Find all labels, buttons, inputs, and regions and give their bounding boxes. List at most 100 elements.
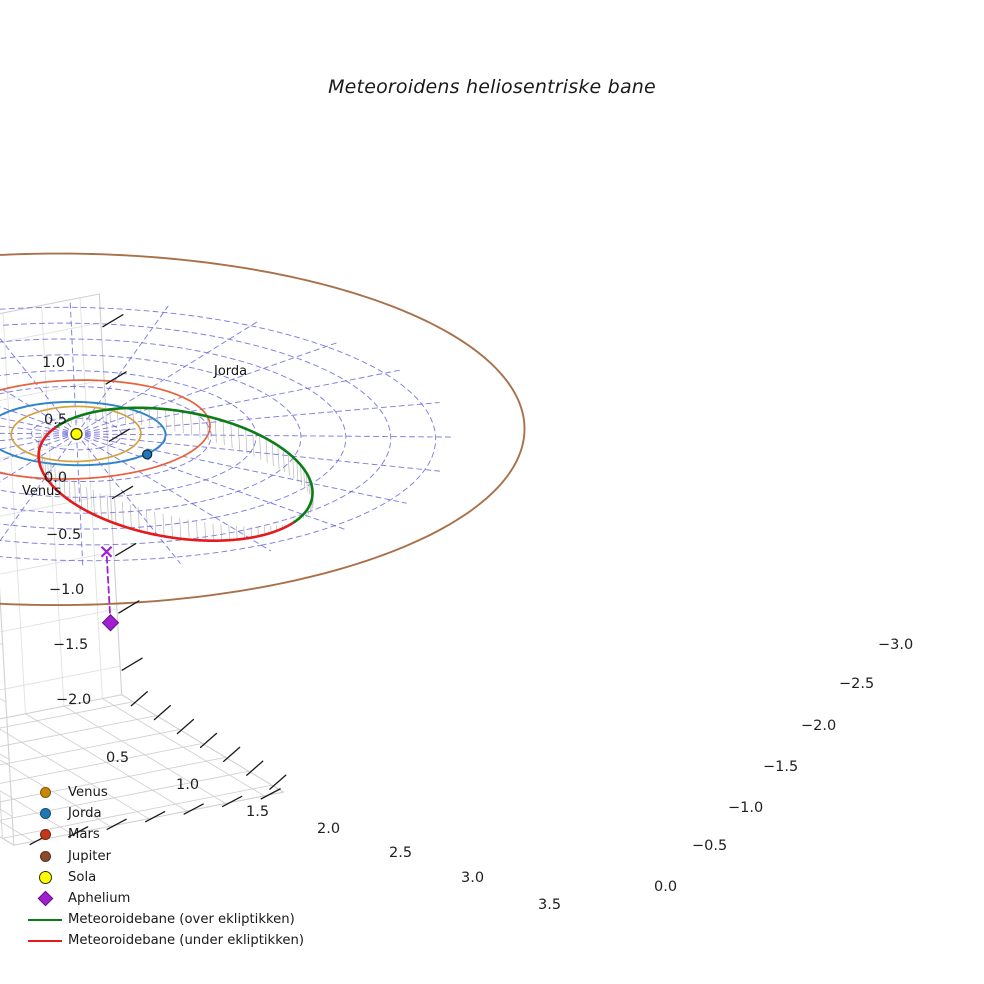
legend-label: Sola [68,869,97,885]
legend-item-orbit-above[interactable]: Meteoroidebane (over ekliptikken) [22,909,322,930]
z-tick-label: 0.0 [44,470,68,486]
legend-label: Mars [68,827,100,843]
stem-line [68,477,71,502]
marker-sola[interactable] [70,427,83,441]
polar-spoke [76,341,340,435]
polar-spoke [76,319,261,435]
legend-item-mars[interactable]: Mars [22,824,322,845]
stem-line [271,441,274,466]
stem-line [162,513,165,537]
stem-line [228,525,230,541]
legend-dot-swatch [22,829,68,841]
legend-item-jorda[interactable]: Jorda [22,803,322,824]
marker-aphelium-projection [100,545,113,558]
box-edges [0,293,284,846]
gridline-floor [1,784,273,839]
tick-mark [145,811,166,823]
stem-line [145,509,148,534]
gridline-floor [0,821,34,842]
gridline-leftwall [0,322,102,344]
gridline-leftwall [0,493,111,517]
stem-line [74,480,77,505]
x-tick-label: 2.0 [317,821,341,837]
tick-mark [223,746,241,762]
stem-line [99,493,102,519]
stem-line [44,458,47,478]
polar-circle [0,354,302,514]
polar-spoke [76,305,169,435]
polar-spoke [76,433,455,438]
marker-jorda[interactable] [142,449,153,460]
stem-line [137,506,140,532]
tick-mark [246,760,264,776]
stem-line [303,468,306,489]
tick-mark [260,788,281,800]
orbit-venus [10,405,142,463]
gridline-leftwall [0,436,108,459]
tick-mark [130,691,148,707]
stem-line [190,412,193,436]
tick-mark [199,732,218,749]
stem-line [250,526,252,538]
z-tick-label: −1.5 [53,637,89,653]
stem-line [230,422,233,448]
legend-item-aphelium[interactable]: Aphelium [22,888,322,909]
polar-spoke [0,433,77,450]
legend-dot-swatch [22,850,68,862]
stem-line [58,471,61,494]
polar-spoke [76,402,440,435]
stem-line [300,464,302,486]
legend: Venus Jorda Mars Jupiter Sola Aphelium Meteoro… [22,782,322,952]
stem-line [179,517,182,540]
z-tick-label: −2.0 [56,692,92,708]
stem-line [236,525,238,540]
tick-mark [121,657,143,671]
legend-dot-swatch [22,787,68,799]
y-tick-label: −0.5 [692,838,728,854]
stem-line [237,425,241,451]
gridline-leftwall [79,297,103,700]
polar-spoke [76,369,401,435]
stem-line [63,474,66,498]
label-venus: Venus [22,484,62,499]
x-tick-label: 1.0 [176,777,200,793]
stem-line [243,526,245,540]
legend-item-jupiter[interactable]: Jupiter [22,846,322,867]
legend-item-venus[interactable]: Venus [22,782,322,803]
line-icon [28,939,62,942]
tick-mark [153,704,171,721]
stem-line [212,523,215,542]
polar-spoke [69,300,77,435]
gridline-leftwall [0,379,105,401]
polar-spoke [76,433,181,564]
polar-spoke [0,337,77,435]
polar-spoke [76,433,84,568]
tick-mark [68,826,89,838]
meteoroid-orbit-below [37,425,296,542]
marker-aphelium[interactable] [101,614,120,632]
stem-line [154,511,157,536]
planet-orbits [0,252,526,607]
polar-spoke [0,406,77,435]
z-tick-label: 0.5 [44,412,68,428]
stem-line [114,498,117,525]
stem-line [259,434,262,460]
tick-mark [106,818,127,830]
legend-dot-swatch [22,808,68,820]
gridline-floor [0,701,134,729]
gridline-leftwall [0,608,118,633]
legend-item-sola[interactable]: Sola [22,867,322,888]
tick-mark [222,795,243,808]
legend-item-orbit-below[interactable]: Meteoroidebane (under ekliptikken) [22,930,322,951]
legend-diamond-swatch [22,890,68,907]
gridline-floor [0,756,227,803]
stem-line [106,496,109,522]
stem-line [121,501,125,527]
circle-icon [39,829,51,841]
legend-dot-swatch [22,870,68,884]
box-edge [0,586,15,846]
polar-circle [0,338,347,530]
stem-line [282,448,285,473]
